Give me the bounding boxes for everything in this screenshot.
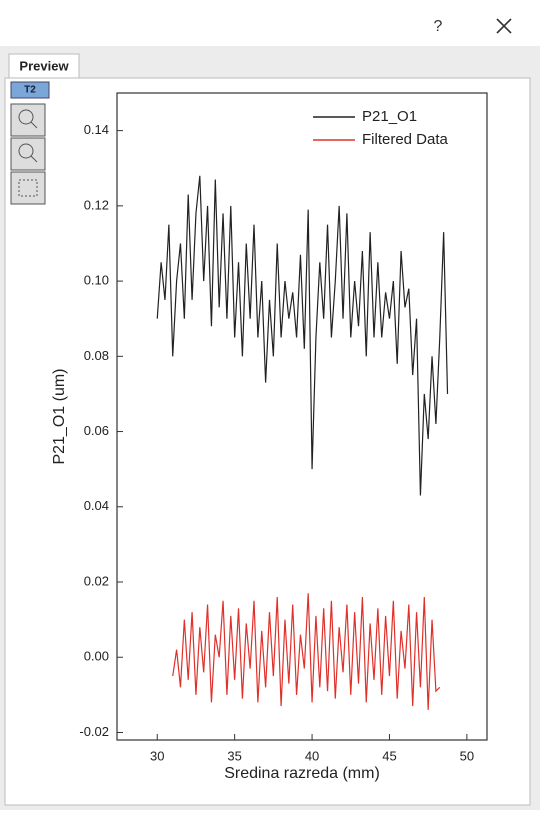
x-tick-label: 30 <box>150 748 164 763</box>
series-line <box>156 175 449 496</box>
zoom-out[interactable] <box>10 137 46 171</box>
x-tick-label: 45 <box>382 748 396 763</box>
legend-label: P21_O1 <box>362 108 417 125</box>
x-axis-label: Sredina razreda (mm) <box>224 765 380 782</box>
legend-label: Filtered Data <box>362 131 449 148</box>
preview-panel <box>4 77 531 806</box>
x-tick-label: 35 <box>227 748 241 763</box>
zoom-in[interactable] <box>10 103 46 137</box>
y-tick-label: 0.14 <box>84 122 109 137</box>
plot: -0.02 0.00 0.02 0.04 0.06 0.08 0.10 0.12 0.14 30 3… <box>51 92 488 782</box>
preview-tab[interactable] <box>8 53 80 80</box>
y-tick-label: 0.08 <box>84 348 109 363</box>
y-tick-label: 0.12 <box>84 197 109 212</box>
help-button[interactable]: ? <box>434 18 443 35</box>
series-line <box>172 593 441 710</box>
toolbar <box>10 103 46 205</box>
y-tick-label: 0.04 <box>84 498 109 513</box>
y-axis-label: P21_O1 (um) <box>51 368 68 464</box>
tab-label: Preview <box>19 58 69 73</box>
badge <box>10 81 50 99</box>
fit[interactable] <box>10 171 46 205</box>
y-tick-label: 0.10 <box>84 273 109 288</box>
y-tick-label: -0.02 <box>79 724 109 739</box>
plot-frame <box>116 92 488 741</box>
x-tick-label: 50 <box>460 748 474 763</box>
y-tick-label: 0.06 <box>84 423 109 438</box>
close-button[interactable] <box>496 18 512 34</box>
badge-label: T2 <box>24 85 36 96</box>
x-tick-label: 40 <box>305 748 319 763</box>
y-tick-label: 0.02 <box>84 573 109 588</box>
y-tick-label: 0.00 <box>84 649 109 664</box>
